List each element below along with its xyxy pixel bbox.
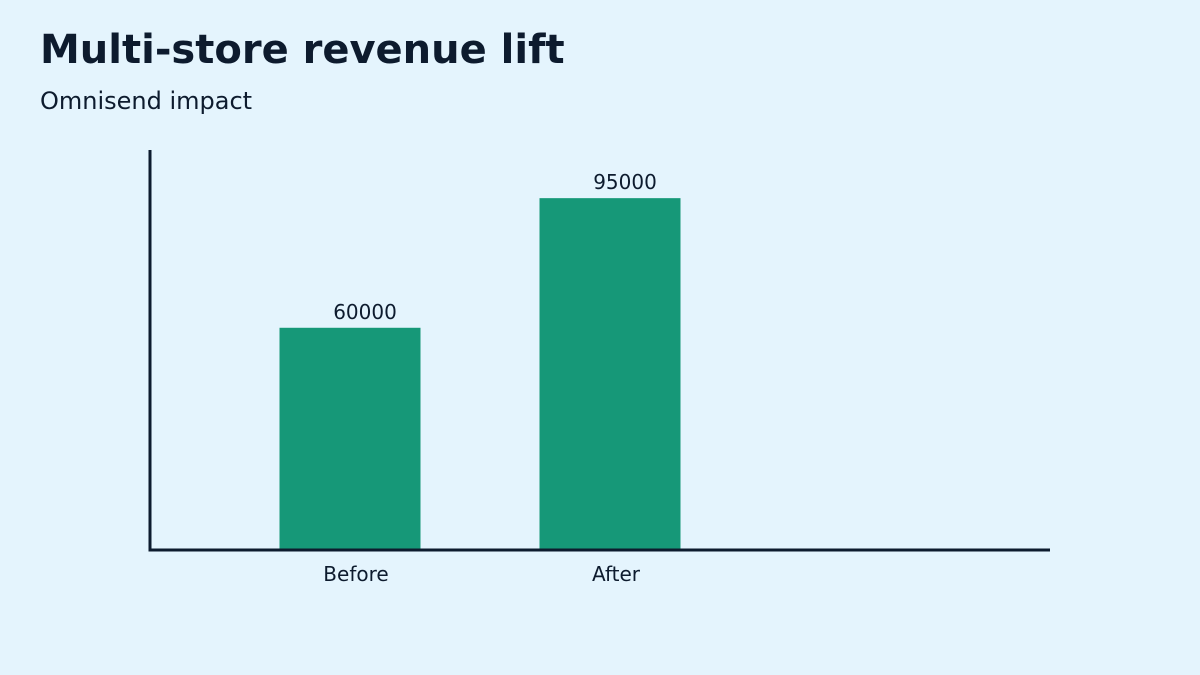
x-tick-label-before: Before (323, 562, 388, 586)
bar-after (539, 198, 681, 551)
chart-title: Multi-store revenue lift (40, 27, 565, 73)
value-label-after: 95000 (593, 170, 657, 194)
x-tick-label-after: After (592, 562, 641, 586)
bar-before (279, 327, 421, 550)
chart-subtitle: Omnisend impact (40, 87, 253, 115)
value-label-before: 60000 (333, 300, 397, 324)
